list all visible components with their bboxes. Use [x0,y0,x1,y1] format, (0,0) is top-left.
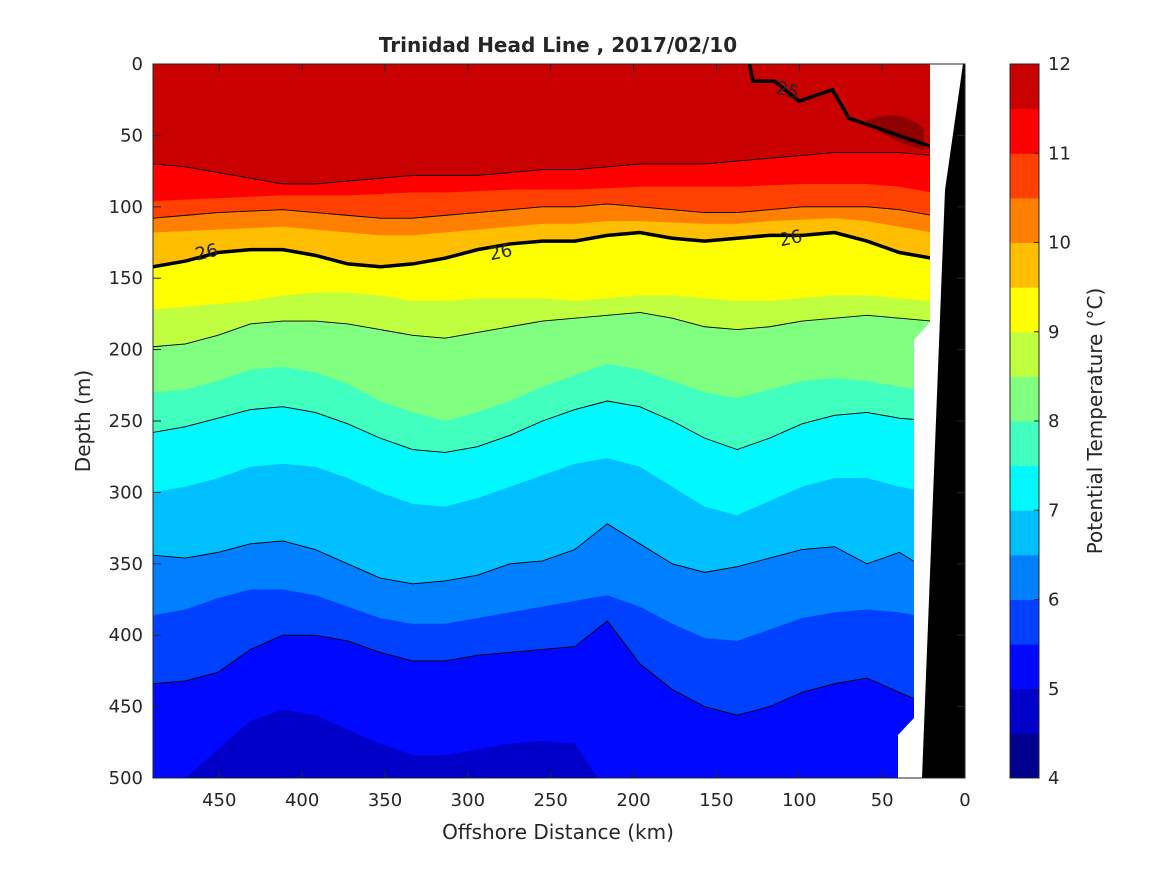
colorbar-tick-label: 10 [1048,233,1071,254]
colorbar-band [1010,153,1039,199]
y-tick-label: 400 [109,625,143,646]
colorbar-band [1010,287,1039,333]
y-tick-label: 300 [109,482,143,503]
isotherm-line [153,620,933,716]
y-axis-ticks: 0 50 100 150 200 250 300 350 400 450 500 [109,54,965,789]
y-axis-label: Depth (m) [71,370,95,472]
colorbar-band [1010,242,1039,288]
colorbar-band [1010,510,1039,556]
x-tick-label: 450 [202,790,236,811]
isotherm-line [153,203,932,219]
colorbar-tick-label: 5 [1048,679,1059,700]
x-tick-label: 350 [368,790,402,811]
seafloor-bathymetry [922,64,965,778]
isotherm-line [153,523,933,585]
colorbar-tick-label: 4 [1048,768,1059,789]
colorbar-tick-label: 7 [1048,500,1059,521]
x-tick-label: 250 [534,790,568,811]
plot-area: 26 26 26 25 450 400 350 300 250 200 150 100 50 0 … [109,54,971,811]
colorbar-tick-label: 11 [1048,143,1071,164]
colorbar-tick-label: 9 [1048,322,1059,343]
x-tick-label: 400 [285,790,319,811]
colorbar-ticks: 4 5 6 7 8 9 10 11 12 [1034,54,1071,789]
colorbar-band [1010,64,1039,110]
colorbar-band [1010,554,1039,600]
colorbar-label: Potential Temperature (°C) [1083,288,1107,555]
colorbar-band [1010,421,1039,467]
colorbar: 4 5 6 7 8 9 10 11 12 [1009,54,1071,789]
x-tick-label: 200 [616,790,650,811]
x-axis-ticks: 450 400 350 300 250 200 150 100 50 0 [202,64,971,811]
colorbar-band [1010,688,1039,734]
temperature-band [185,709,598,778]
x-tick-label: 100 [782,790,816,811]
sigma-theta-25-line [747,64,933,149]
contour-label: 26 [777,226,804,251]
y-tick-label: 50 [120,125,143,146]
x-tick-label: 0 [959,790,970,811]
y-tick-label: 200 [109,340,143,361]
isotherm-line [153,312,932,348]
colorbar-band [1010,331,1039,377]
colorbar-band [1010,197,1039,243]
colorbar-tick-label: 8 [1048,411,1059,432]
isotherm-line [153,400,932,453]
colorbar-band [1010,644,1039,690]
y-tick-label: 450 [109,697,143,718]
labeled-isotherm-layer [153,64,933,269]
x-axis-label: Offshore Distance (km) [442,820,674,844]
colorbar-band [1010,108,1039,154]
isotherm-line [153,152,932,185]
colorbar-band [1010,599,1039,645]
y-tick-label: 500 [109,768,143,789]
y-tick-label: 100 [109,197,143,218]
y-tick-label: 0 [132,54,143,75]
sigma-theta-26-line [153,230,933,269]
chart-title: Trinidad Head Line , 2017/02/10 [379,33,737,57]
x-tick-label: 150 [699,790,733,811]
y-tick-label: 250 [109,411,143,432]
colorbar-tick-label: 12 [1048,54,1071,75]
x-tick-label: 300 [451,790,485,811]
contour-label: 26 [487,240,514,265]
x-tick-label: 50 [871,790,894,811]
isotherm-layer [153,152,933,716]
y-tick-label: 150 [109,268,143,289]
colorbar-band [1010,465,1039,511]
colorbar-band [1010,376,1039,422]
colorbar-band [1010,733,1039,779]
temperature-fill-layer [153,64,965,778]
temperature-band [467,64,634,131]
colorbar-tick-label: 6 [1048,590,1059,611]
y-tick-label: 350 [109,554,143,575]
